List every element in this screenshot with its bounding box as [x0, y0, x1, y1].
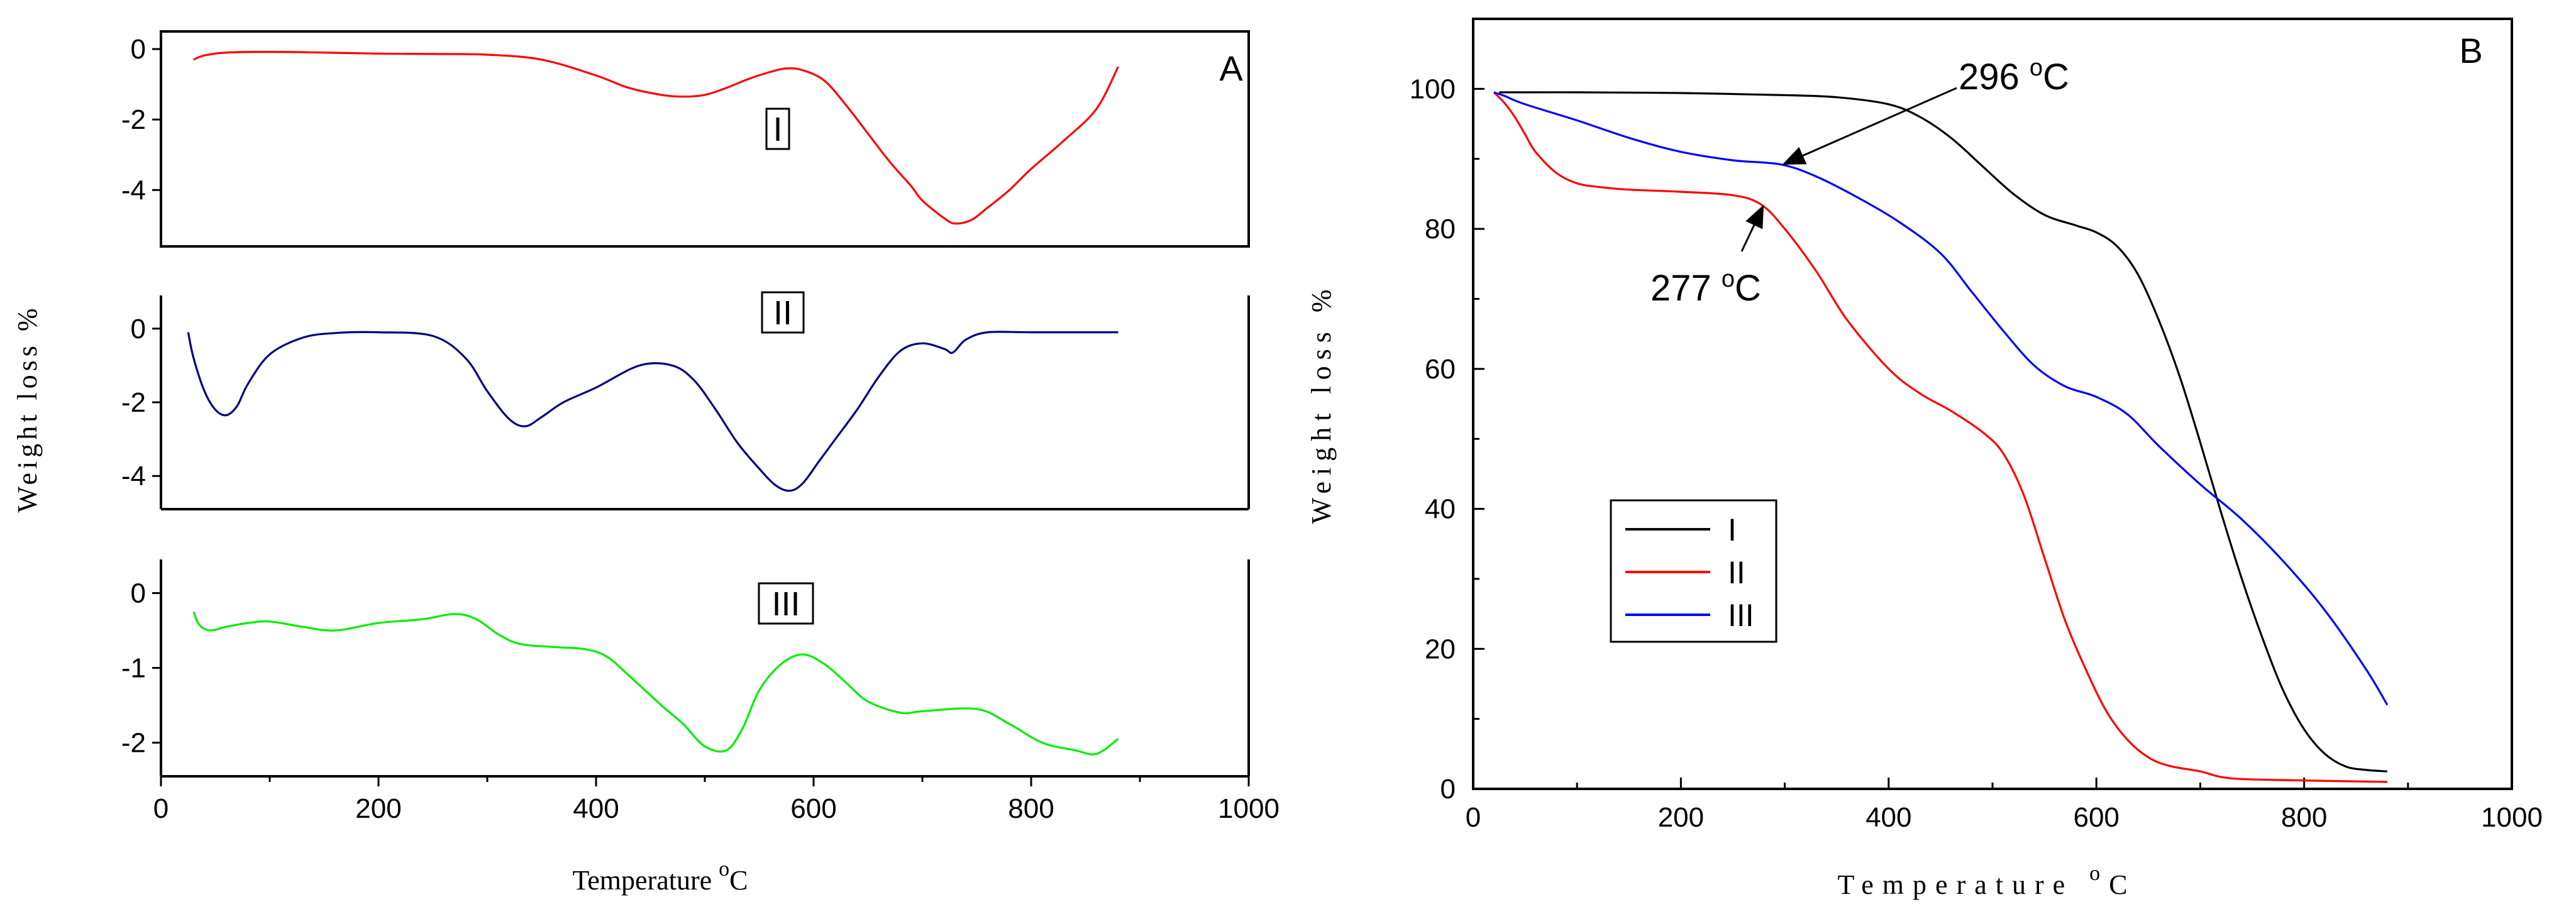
panel-b-xlabel: Temperature oC [1837, 862, 2136, 900]
y-tick-label: 0 [1440, 774, 1456, 805]
x-tick-label: 400 [573, 793, 619, 824]
series-line-i [1499, 91, 2387, 773]
y-tick-label: -2 [121, 387, 146, 418]
annotation-label: 277 oC [1650, 266, 1761, 309]
panel-b-y-ticks: 0 20 40 60 80 100 [1410, 74, 1484, 805]
panel-b-series [1493, 91, 2389, 783]
y-tick-label: -4 [121, 461, 146, 492]
annotation-unit: C [2043, 57, 2069, 97]
y-tick-label: -1 [121, 653, 146, 684]
y-tick-label: 0 [131, 34, 146, 65]
panel-a-xlabel-degree: o [719, 857, 729, 881]
y-tick-label: -2 [121, 104, 146, 135]
panel-a-xlabel: Temperature oC [572, 857, 748, 896]
panel-a-x-ticks: 0 200 400 600 800 1000 [153, 776, 1280, 824]
x-tick-label: 0 [1466, 802, 1481, 833]
subplot-i: 0 -2 -4 I [121, 30, 1250, 248]
series-line-ii [1493, 91, 2387, 783]
legend-label-iii: III [1728, 598, 1754, 633]
panel-b-xlabel-degree: o [2089, 862, 2109, 885]
y-tick-label: 80 [1425, 214, 1456, 245]
series-line-i [193, 50, 1119, 225]
panel-a: Weight loss % 0 -2 -4 I 0 -2 -4 II 0 -1 -2 III 0 2… [12, 30, 1280, 896]
x-tick-label: 400 [1866, 802, 1911, 833]
y-tick-label: -4 [121, 175, 146, 206]
series-label-box [765, 107, 790, 150]
panel-b-xlabel-text: Temperature [1837, 869, 2089, 900]
series-label-box [761, 291, 805, 334]
series-line-ii [187, 331, 1119, 492]
x-tick-label: 600 [2073, 802, 2119, 833]
x-tick-label: 800 [2281, 802, 2327, 833]
series-label-box [758, 582, 814, 625]
series-label-i: I [773, 111, 782, 148]
panel-b-ylabel: Weight loss % [1306, 283, 1337, 524]
panel-b-legend: I II III [1610, 499, 1777, 643]
annotation-degree: o [2030, 55, 2043, 81]
panel-b-x-ticks: 0 200 400 600 800 1000 [1466, 778, 2543, 833]
legend-label-i: I [1728, 512, 1737, 548]
annotation-unit: C [1735, 268, 1761, 309]
y-tick-label: -2 [121, 727, 146, 758]
x-tick-label: 0 [153, 793, 169, 824]
x-tick-label: 200 [1658, 802, 1704, 833]
series-line-iii [1493, 91, 2389, 706]
y-tick-label: 60 [1425, 354, 1456, 385]
panel-a-xlabel-text: Temperature [572, 865, 719, 896]
panel-b-letter: B [2459, 31, 2482, 70]
x-tick-label: 1000 [1218, 793, 1280, 824]
panel-a-xlabel-unit: C [729, 865, 748, 896]
series-label-iii: III [771, 585, 800, 623]
panel-b: Weight loss % 0 20 40 60 80 100 0 200 400 600 800… [1306, 18, 2543, 900]
subplot-ii: 0 -2 -4 II [121, 291, 1250, 510]
y-tick-label: 0 [131, 578, 146, 609]
y-tick-label: 20 [1425, 634, 1456, 664]
y-tick-label: 40 [1425, 494, 1456, 525]
legend-label-ii: II [1728, 555, 1745, 590]
panel-a-ylabel: Weight loss % [12, 304, 43, 512]
annotation-degree: o [1722, 266, 1735, 292]
x-tick-label: 200 [355, 793, 401, 824]
annotation-label: 296 oC [1959, 55, 2069, 97]
annotation-value: 296 [1959, 57, 2030, 97]
annotation-arrow [1740, 204, 1764, 252]
y-tick-label: 100 [1410, 74, 1456, 104]
panel-a-letter: A [1219, 48, 1243, 88]
series-line-iii [192, 611, 1119, 756]
series-label-ii: II [773, 294, 792, 332]
x-tick-label: 600 [790, 793, 836, 824]
subplot-frame [160, 30, 1250, 248]
panel-b-xlabel-unit: C [2109, 869, 2136, 900]
x-tick-label: 1000 [2481, 802, 2543, 833]
annotation-arrow [1782, 87, 1957, 165]
x-tick-label: 800 [1008, 793, 1054, 824]
annotation-value: 277 [1650, 268, 1722, 309]
y-tick-label: 0 [131, 314, 146, 344]
